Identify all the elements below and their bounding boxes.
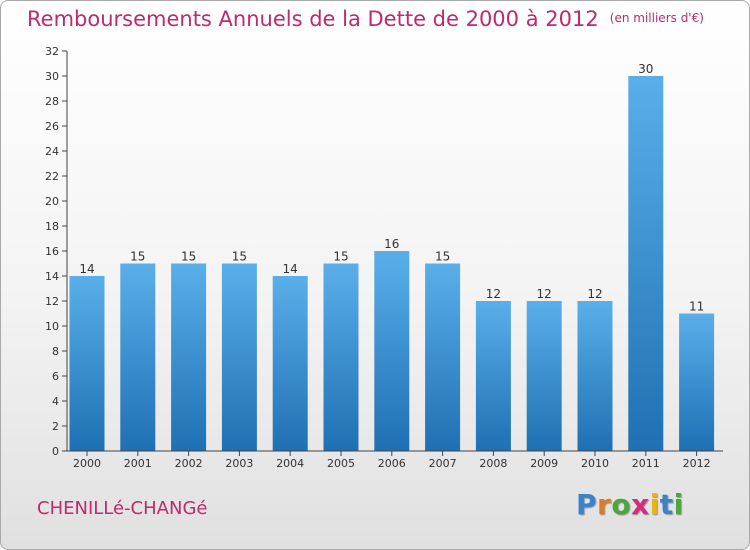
y-tick-label: 4 xyxy=(52,395,59,408)
x-tick-label: 2006 xyxy=(378,457,406,470)
logo-letter: i xyxy=(673,488,684,521)
y-tick-label: 22 xyxy=(45,170,59,183)
bar-2003 xyxy=(221,263,257,451)
bar-2006 xyxy=(374,251,410,451)
bar-value-label: 16 xyxy=(384,237,399,251)
x-tick-label: 2003 xyxy=(225,457,253,470)
y-tick-label: 10 xyxy=(45,320,59,333)
chart-title-text: Remboursements Annuels de la Dette de 20… xyxy=(27,7,599,31)
bar-2004 xyxy=(272,276,308,451)
bar-2011 xyxy=(628,76,664,451)
bar-2001 xyxy=(120,263,156,451)
y-tick-label: 30 xyxy=(45,70,59,83)
logo-letter: o xyxy=(611,488,632,521)
y-tick-label: 18 xyxy=(45,220,59,233)
logo-letter: x xyxy=(631,488,650,521)
bar-value-label: 11 xyxy=(689,300,704,314)
y-tick-label: 32 xyxy=(45,45,59,58)
x-tick-label: 2009 xyxy=(530,457,558,470)
proxiti-logo: Proxiti xyxy=(576,488,684,521)
x-tick-label: 2008 xyxy=(479,457,507,470)
bars-group: 14 15 15 15 14 15 16 15 12 12 12 30 11 xyxy=(69,62,715,451)
y-tick-label: 12 xyxy=(45,295,59,308)
x-tick-label: 2000 xyxy=(73,457,101,470)
x-tick-label: 2004 xyxy=(276,457,304,470)
bar-2002 xyxy=(171,263,207,451)
bar-value-label: 15 xyxy=(333,250,348,264)
bar-value-label: 15 xyxy=(232,250,247,264)
bar-value-label: 30 xyxy=(638,62,653,76)
y-tick-label: 24 xyxy=(45,145,59,158)
y-tick-label: 0 xyxy=(52,445,59,458)
bar-2008 xyxy=(475,301,511,451)
bar-2009 xyxy=(526,301,562,451)
x-tick-label: 2007 xyxy=(429,457,457,470)
bar-value-label: 12 xyxy=(587,287,602,301)
bar-value-label: 14 xyxy=(283,262,298,276)
bar-value-label: 15 xyxy=(435,250,450,264)
x-tick-label: 2011 xyxy=(632,457,660,470)
axes-group: 2000 2001 2002 2003 2004 2005 2006 2007 2008 2009… xyxy=(45,45,723,470)
x-tick-label: 2012 xyxy=(683,457,711,470)
bar-2005 xyxy=(323,263,359,451)
bar-2010 xyxy=(577,301,613,451)
y-tick-label: 2 xyxy=(52,420,59,433)
y-tick-label: 26 xyxy=(45,120,59,133)
x-tick-label: 2010 xyxy=(581,457,609,470)
x-tick-label: 2001 xyxy=(124,457,152,470)
y-tick-label: 28 xyxy=(45,95,59,108)
bar-value-label: 12 xyxy=(537,287,552,301)
bar-value-label: 14 xyxy=(79,262,94,276)
bar-value-label: 15 xyxy=(181,250,196,264)
chart-unit-text: (en milliers d'€) xyxy=(609,11,704,25)
y-tick-label: 8 xyxy=(52,345,59,358)
logo-letter: P xyxy=(576,488,598,521)
logo-letter: t xyxy=(659,488,674,521)
bar-value-label: 15 xyxy=(130,250,145,264)
y-tick-label: 20 xyxy=(45,195,59,208)
y-tick-label: 6 xyxy=(52,370,59,383)
logo-letter: r xyxy=(597,488,612,521)
y-tick-label: 16 xyxy=(45,245,59,258)
chart-title: Remboursements Annuels de la Dette de 20… xyxy=(27,7,704,31)
x-tick-label: 2005 xyxy=(327,457,355,470)
logo-letter: i xyxy=(649,488,660,521)
x-tick-label: 2002 xyxy=(175,457,203,470)
bar-2012 xyxy=(679,313,715,451)
commune-name: CHENILLé-CHANGé xyxy=(37,498,208,519)
y-tick-label: 14 xyxy=(45,270,59,283)
bar-2000 xyxy=(69,276,105,451)
bar-value-label: 12 xyxy=(486,287,501,301)
bar-2007 xyxy=(425,263,461,451)
